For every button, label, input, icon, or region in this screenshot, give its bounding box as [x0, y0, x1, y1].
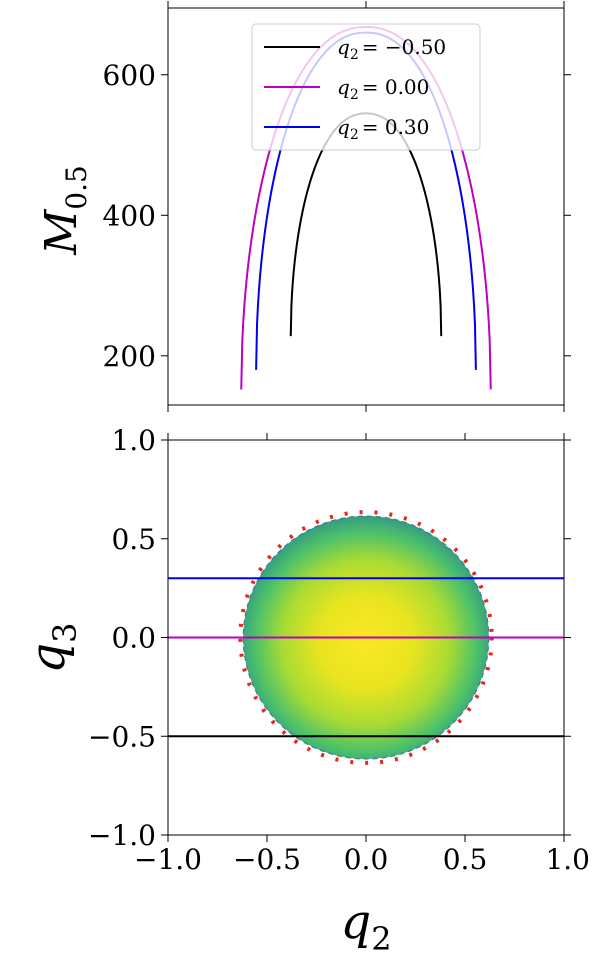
bottom-ytick-label-3: 0.5 — [111, 523, 156, 556]
top-ytick-label-0: 200 — [103, 340, 156, 373]
bottom-xtick-label-4: 1.0 — [545, 843, 590, 876]
legend: q2 = −0.50 q2 = 0.00 q2 = 0.30 — [251, 23, 481, 151]
bottom-ytick-label-4: 1.0 — [111, 424, 156, 457]
top-ytick-label-1: 400 — [103, 199, 156, 232]
bottom-xtick-label-2: 0.0 — [344, 843, 389, 876]
bottom-x-axis-title: q2 — [340, 894, 391, 954]
top-ticks: 200 400 600 — [103, 1, 571, 412]
legend-box — [251, 23, 481, 151]
legend-label-2: q2 = 0.30 — [337, 115, 429, 143]
bottom-ytick-label-1: −0.5 — [88, 720, 156, 753]
bottom-ytick-label-2: 0.0 — [111, 622, 156, 655]
top-panel: 200 400 600 q2 = −0.50 q2 = 0.00 q2 = 0.30 M0… — [36, 1, 571, 412]
legend-label-1: q2 = 0.00 — [337, 75, 429, 103]
bottom-xtick-label-1: −0.5 — [233, 843, 301, 876]
bottom-xtick-label-3: 0.5 — [443, 843, 488, 876]
bottom-panel: −1.0 −0.5 0.0 0.5 1.0 −1.0 −0.5 0.0 0.5 1.0 q3 q2 — [20, 424, 590, 954]
bottom-y-axis-title: q3 — [20, 622, 84, 673]
bottom-ytick-label-0: −1.0 — [88, 819, 156, 852]
bottom-ticks: −1.0 −0.5 0.0 0.5 1.0 −1.0 −0.5 0.0 0.5 1.0 — [88, 424, 590, 876]
top-y-axis-title: M0.5 — [36, 165, 93, 256]
bottom-marks — [168, 510, 564, 765]
legend-label-0: q2 = −0.50 — [337, 35, 446, 63]
bottom-xtick-label-0: −1.0 — [134, 843, 202, 876]
top-ytick-label-2: 600 — [103, 59, 156, 92]
